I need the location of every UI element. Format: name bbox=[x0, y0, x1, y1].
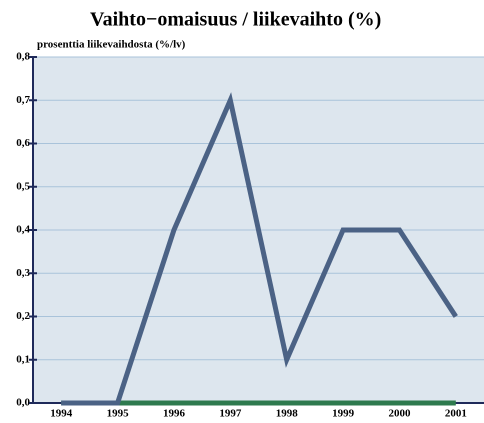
y-tick-label: 0,6 bbox=[16, 137, 30, 149]
y-tick-label: 0,2 bbox=[16, 310, 30, 322]
y-tick-label: 0,5 bbox=[16, 180, 30, 192]
y-tick-label: 0,7 bbox=[16, 94, 30, 106]
chart-subtitle: prosenttia liikevaihdosta (%/lv) bbox=[37, 39, 186, 51]
series-line bbox=[61, 92, 458, 406]
y-tick-label: 0,3 bbox=[16, 267, 30, 279]
x-tick-label: 1996 bbox=[163, 408, 186, 420]
y-tick-label: 0,1 bbox=[16, 353, 30, 365]
x-tick-label: 1999 bbox=[332, 408, 355, 420]
x-tick-label: 2000 bbox=[388, 408, 411, 420]
x-tick-label: 1998 bbox=[276, 408, 299, 420]
x-tick-label: 2001 bbox=[445, 408, 467, 420]
x-tick-label: 1995 bbox=[107, 408, 130, 420]
x-tick-label: 1994 bbox=[50, 408, 73, 420]
y-tick-label: 0,0 bbox=[16, 397, 30, 409]
chart-title: Vaihto−omaisuus / liikevaihto (%) bbox=[90, 9, 381, 31]
y-tick-label: 0,4 bbox=[16, 224, 30, 236]
y-tick-label: 0,8 bbox=[16, 51, 30, 63]
x-tick-label: 1997 bbox=[219, 408, 242, 420]
